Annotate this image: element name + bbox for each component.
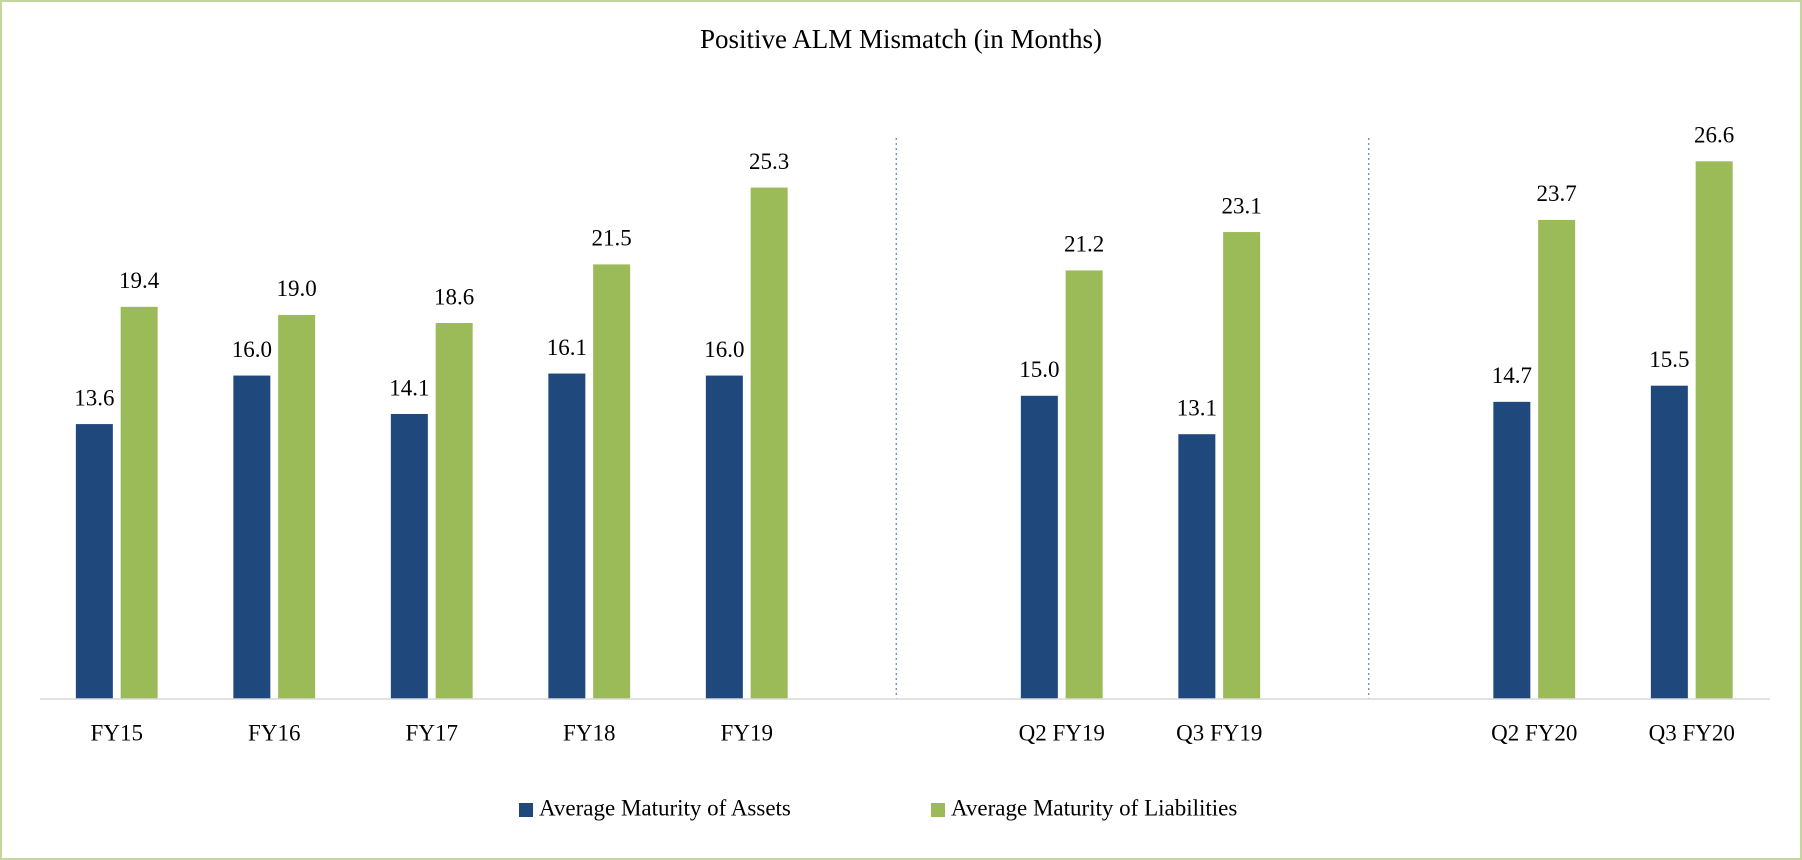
bar xyxy=(1020,395,1058,699)
bar xyxy=(1178,434,1216,699)
data-label: 21.2 xyxy=(1064,232,1104,257)
x-tick-label: FY15 xyxy=(91,720,143,745)
data-label: 19.0 xyxy=(277,276,317,301)
bar xyxy=(548,373,586,699)
bar xyxy=(705,375,743,699)
bar xyxy=(1065,270,1103,699)
legend-swatch xyxy=(519,803,533,817)
data-label: 23.1 xyxy=(1222,193,1262,218)
data-label: 21.5 xyxy=(592,226,632,251)
data-label: 14.7 xyxy=(1492,363,1532,388)
bar xyxy=(120,306,158,699)
bar xyxy=(233,375,271,699)
x-tick-label: FY18 xyxy=(563,720,615,745)
legend-label: Average Maturity of Assets xyxy=(539,795,791,820)
bar xyxy=(593,264,631,699)
data-label: 13.6 xyxy=(74,385,114,410)
data-label: 18.6 xyxy=(434,284,474,309)
legend-swatch xyxy=(931,803,945,817)
data-label: 26.6 xyxy=(1694,123,1734,148)
bar xyxy=(435,323,473,699)
bar xyxy=(1695,161,1733,700)
data-label: 15.5 xyxy=(1649,347,1689,372)
bar xyxy=(278,314,316,699)
bar xyxy=(1538,219,1576,699)
bar xyxy=(1223,232,1261,700)
data-label: 25.3 xyxy=(749,149,789,174)
data-label: 19.4 xyxy=(119,268,160,293)
x-tick-label: FY19 xyxy=(721,720,773,745)
data-label: 15.0 xyxy=(1019,357,1059,382)
data-label: 16.0 xyxy=(704,337,744,362)
data-label: 14.1 xyxy=(389,375,429,400)
data-label: 13.1 xyxy=(1177,395,1217,420)
x-tick-label: Q3 FY19 xyxy=(1176,720,1262,745)
legend-label: Average Maturity of Liabilities xyxy=(951,795,1237,820)
data-label: 16.0 xyxy=(232,337,272,362)
bar xyxy=(390,413,428,699)
bar xyxy=(75,424,113,699)
data-label: 16.1 xyxy=(547,335,587,360)
x-tick-label: Q3 FY20 xyxy=(1649,720,1735,745)
bar xyxy=(1650,385,1688,699)
x-tick-label: FY16 xyxy=(248,720,300,745)
x-tick-label: Q2 FY20 xyxy=(1491,720,1577,745)
bar xyxy=(750,187,788,700)
chart-title: Positive ALM Mismatch (in Months) xyxy=(700,24,1102,54)
x-tick-label: Q2 FY19 xyxy=(1019,720,1105,745)
x-tick-label: FY17 xyxy=(406,720,458,745)
data-label: 23.7 xyxy=(1537,181,1577,206)
bar xyxy=(1493,401,1531,699)
